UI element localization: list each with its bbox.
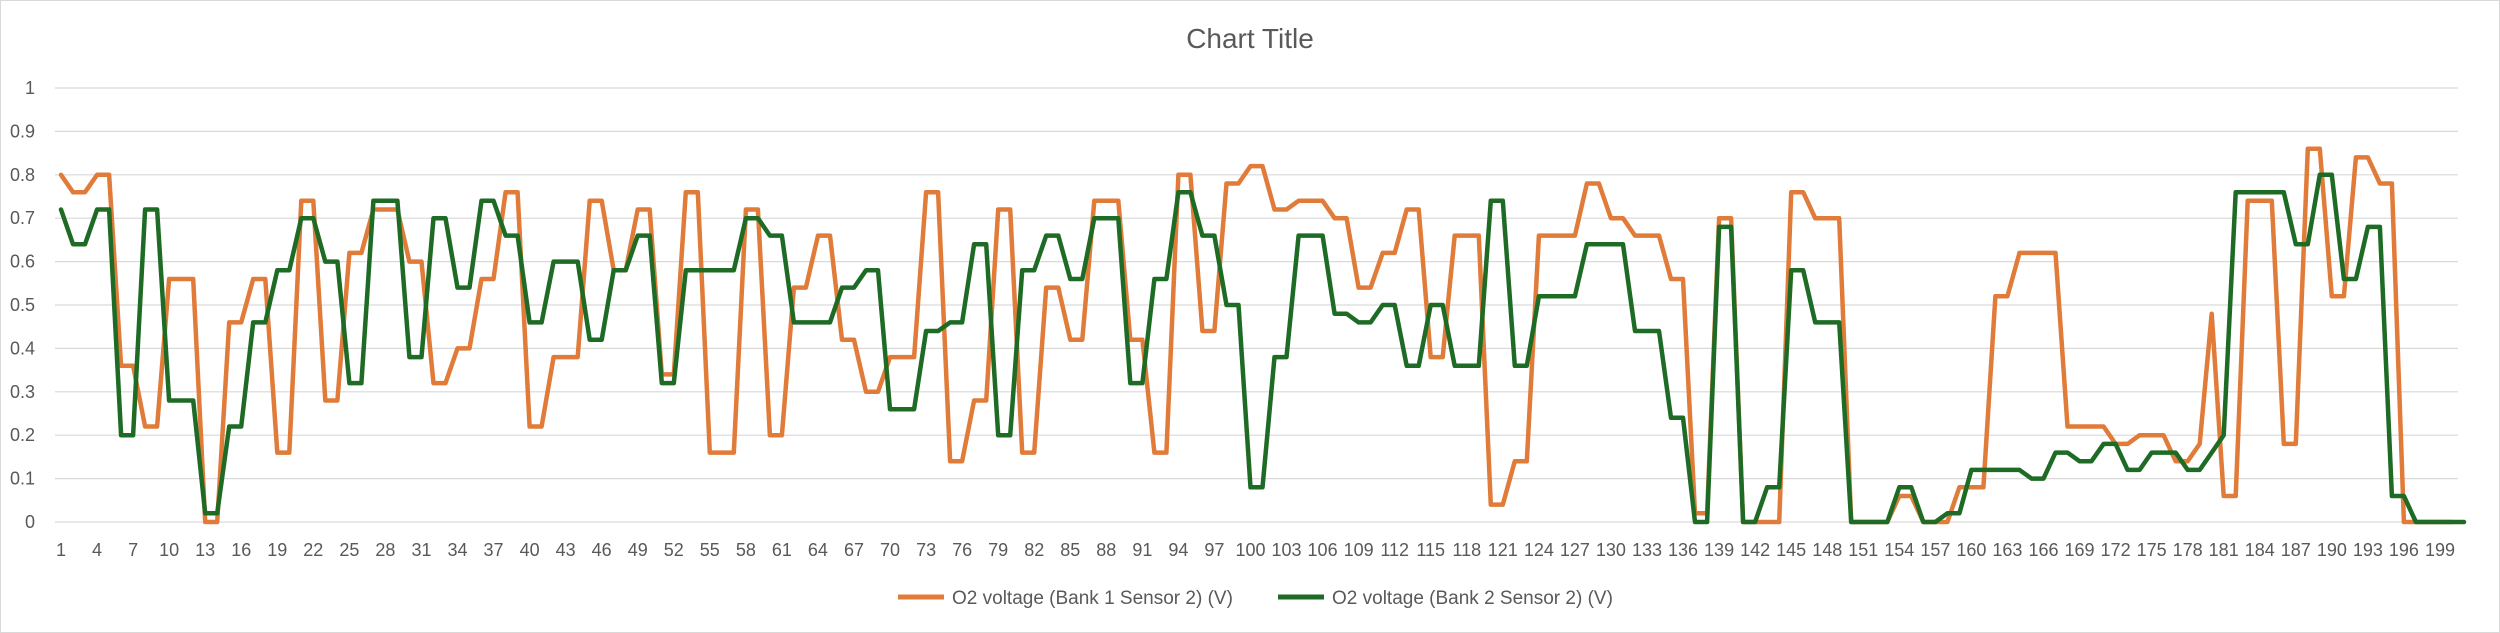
series-line-1 xyxy=(58,146,2455,525)
x-tick-label: 85 xyxy=(1060,540,1080,560)
x-tick-label: 151 xyxy=(1848,540,1878,560)
x-tick-label: 64 xyxy=(808,540,828,560)
series-lines xyxy=(58,146,2467,525)
x-tick-label: 67 xyxy=(844,540,864,560)
y-axis-ticks: 0 0.1 0.2 0.3 0.4 0.5 0.6 0.7 0.8 0.9 1 xyxy=(10,78,35,532)
x-tick-label: 49 xyxy=(628,540,648,560)
x-tick-label: 127 xyxy=(1560,540,1590,560)
x-tick-label: 169 xyxy=(2065,540,2095,560)
x-tick-label: 13 xyxy=(195,540,215,560)
x-tick-label: 79 xyxy=(988,540,1008,560)
x-tick-label: 103 xyxy=(1272,540,1302,560)
x-tick-label: 175 xyxy=(2137,540,2167,560)
x-tick-label: 25 xyxy=(339,540,359,560)
y-tick-label: 1 xyxy=(25,78,35,98)
x-tick-label: 199 xyxy=(2425,540,2455,560)
y-tick-label: 0.7 xyxy=(10,208,35,228)
x-tick-label: 94 xyxy=(1168,540,1188,560)
x-tick-label: 61 xyxy=(772,540,792,560)
x-tick-label: 31 xyxy=(411,540,431,560)
x-tick-label: 166 xyxy=(2028,540,2058,560)
gridlines xyxy=(55,87,2458,523)
x-tick-label: 1 xyxy=(56,540,66,560)
chart-title: Chart Title xyxy=(1186,23,1314,54)
x-tick-label: 124 xyxy=(1524,540,1554,560)
y-tick-label: 0.1 xyxy=(10,469,35,489)
x-tick-label: 58 xyxy=(736,540,756,560)
x-tick-label: 46 xyxy=(592,540,612,560)
x-tick-label: 148 xyxy=(1812,540,1842,560)
x-tick-label: 4 xyxy=(92,540,102,560)
x-tick-label: 163 xyxy=(1992,540,2022,560)
x-tick-label: 40 xyxy=(520,540,540,560)
y-tick-label: 0.9 xyxy=(10,121,35,141)
x-tick-label: 22 xyxy=(303,540,323,560)
x-tick-label: 19 xyxy=(267,540,287,560)
y-tick-label: 0.5 xyxy=(10,295,35,315)
x-tick-label: 130 xyxy=(1596,540,1626,560)
x-tick-label: 88 xyxy=(1096,540,1116,560)
x-tick-label: 196 xyxy=(2389,540,2419,560)
x-axis-ticks: 1 4 7 10 13 16 19 22 25 28 31 34 37 40 43 46 49 52 55 58 61 6… xyxy=(56,540,2455,560)
x-tick-label: 160 xyxy=(1956,540,1986,560)
x-tick-label: 52 xyxy=(664,540,684,560)
series-line-2 xyxy=(58,172,2467,525)
y-tick-label: 0.3 xyxy=(10,382,35,402)
x-tick-label: 136 xyxy=(1668,540,1698,560)
x-tick-label: 193 xyxy=(2353,540,2383,560)
y-tick-label: 0.2 xyxy=(10,425,35,445)
x-tick-label: 181 xyxy=(2209,540,2239,560)
x-tick-label: 34 xyxy=(447,540,467,560)
x-tick-label: 190 xyxy=(2317,540,2347,560)
x-tick-label: 139 xyxy=(1704,540,1734,560)
x-tick-label: 154 xyxy=(1884,540,1914,560)
x-tick-label: 37 xyxy=(484,540,504,560)
legend-label-1: O2 voltage (Bank 1 Sensor 2) (V) xyxy=(952,588,1233,609)
y-tick-label: 0.4 xyxy=(10,338,35,358)
x-tick-label: 115 xyxy=(1416,540,1445,560)
legend: O2 voltage (Bank 1 Sensor 2) (V) O2 volta… xyxy=(898,588,1613,609)
x-tick-label: 97 xyxy=(1204,540,1224,560)
x-tick-label: 142 xyxy=(1740,540,1770,560)
x-tick-label: 70 xyxy=(880,540,900,560)
x-tick-label: 184 xyxy=(2245,540,2275,560)
x-tick-label: 76 xyxy=(952,540,972,560)
x-tick-label: 178 xyxy=(2173,540,2203,560)
x-tick-label: 109 xyxy=(1344,540,1374,560)
x-tick-label: 118 xyxy=(1452,540,1481,560)
x-tick-label: 172 xyxy=(2101,540,2131,560)
x-tick-label: 157 xyxy=(1920,540,1950,560)
x-tick-label: 55 xyxy=(700,540,720,560)
x-tick-label: 10 xyxy=(159,540,179,560)
x-tick-label: 100 xyxy=(1235,540,1265,560)
x-tick-label: 7 xyxy=(128,540,138,560)
y-tick-label: 0.8 xyxy=(10,165,35,185)
x-tick-label: 82 xyxy=(1024,540,1044,560)
x-tick-label: 133 xyxy=(1632,540,1662,560)
x-tick-label: 43 xyxy=(556,540,576,560)
x-tick-label: 145 xyxy=(1776,540,1806,560)
x-tick-label: 112 xyxy=(1380,540,1409,560)
x-tick-label: 16 xyxy=(231,540,251,560)
x-tick-label: 121 xyxy=(1488,540,1518,560)
x-tick-label: 73 xyxy=(916,540,936,560)
x-tick-label: 106 xyxy=(1308,540,1338,560)
x-tick-label: 91 xyxy=(1132,540,1152,560)
y-tick-label: 0.6 xyxy=(10,252,35,272)
x-tick-label: 187 xyxy=(2281,540,2311,560)
legend-label-2: O2 voltage (Bank 2 Sensor 2) (V) xyxy=(1332,588,1613,609)
x-tick-label: 28 xyxy=(375,540,395,560)
y-tick-label: 0 xyxy=(25,512,35,532)
